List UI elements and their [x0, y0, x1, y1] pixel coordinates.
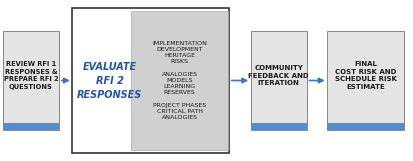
FancyBboxPatch shape: [3, 123, 59, 130]
Text: REVIEW RFI 1
RESPONSES &
PREPARE RFI 2
QUESTIONS: REVIEW RFI 1 RESPONSES & PREPARE RFI 2 Q…: [4, 61, 58, 90]
Text: FINAL
COST RISK AND
SCHEDULE RISK
ESTIMATE: FINAL COST RISK AND SCHEDULE RISK ESTIMA…: [335, 61, 396, 90]
FancyBboxPatch shape: [251, 31, 307, 130]
FancyBboxPatch shape: [3, 31, 59, 130]
Text: COMMUNITY
FEEDBACK AND
ITERATION: COMMUNITY FEEDBACK AND ITERATION: [249, 65, 309, 86]
FancyBboxPatch shape: [131, 11, 228, 150]
Text: IMPLEMENTATION
DEVELOPMENT
HERITAGE
RISKS

ANALOGIES
MODELS
LEARNING
RESERVES

P: IMPLEMENTATION DEVELOPMENT HERITAGE RISK…: [152, 41, 207, 120]
FancyBboxPatch shape: [328, 123, 404, 130]
FancyBboxPatch shape: [328, 31, 404, 130]
FancyBboxPatch shape: [72, 8, 229, 153]
FancyBboxPatch shape: [251, 123, 307, 130]
Text: EVALUATE
RFI 2
RESPONSES: EVALUATE RFI 2 RESPONSES: [77, 62, 142, 99]
